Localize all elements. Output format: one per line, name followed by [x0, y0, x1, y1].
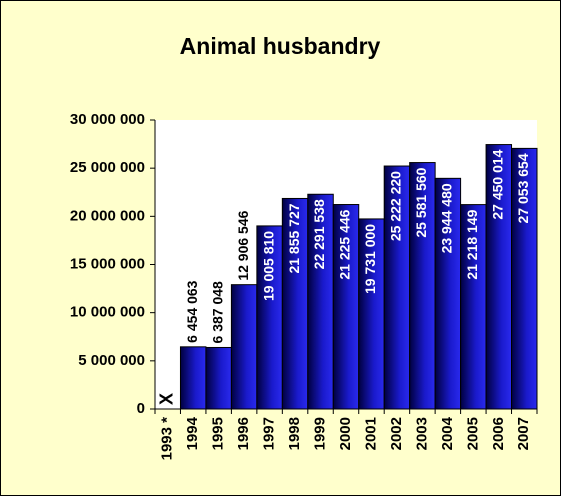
bar — [485, 144, 513, 410]
x-tick-label: 2002 — [388, 417, 405, 450]
x-tick-label: 1999 — [312, 417, 329, 450]
x-tick-label: 2005 — [464, 417, 481, 450]
value-label: 25 581 560 — [413, 167, 429, 237]
y-tick-label: 15 000 000 — [70, 255, 145, 272]
bar — [383, 165, 411, 410]
bar — [358, 218, 385, 410]
bar — [230, 284, 258, 410]
y-tick-label: 10 000 000 — [70, 304, 145, 321]
x-tick-label: 1994 — [184, 416, 201, 450]
value-label: 23 944 480 — [439, 183, 455, 253]
value-label: 21 218 149 — [464, 209, 480, 279]
value-label: 22 291 538 — [311, 199, 327, 269]
chart-title: Animal husbandry — [180, 33, 381, 59]
value-label: 6 454 063 — [184, 280, 200, 342]
value-label: 21 225 446 — [337, 209, 353, 279]
y-tick-label: 5 000 000 — [78, 352, 145, 369]
bar — [179, 346, 207, 410]
value-label: 12 906 546 — [235, 210, 251, 280]
y-tick-label: 30 000 000 — [70, 111, 145, 128]
x-tick-label: 1998 — [286, 417, 303, 450]
x-tick-label: 1997 — [261, 417, 278, 450]
value-label: 27 450 014 — [490, 149, 506, 219]
x-tick-label: 2001 — [362, 417, 379, 450]
bar — [205, 346, 232, 410]
bar — [460, 204, 487, 410]
x-tick-label: 1993 * — [159, 417, 176, 461]
y-tick-label: 0 — [137, 400, 145, 417]
x-tick-label: 2003 — [413, 417, 430, 450]
x-tick-label: 2004 — [439, 416, 456, 450]
bar — [511, 147, 538, 410]
value-label: 19 731 000 — [362, 224, 378, 294]
y-tick-label: 25 000 000 — [70, 159, 145, 176]
x-tick-label: 1995 — [210, 417, 227, 450]
value-label: 19 005 810 — [260, 231, 276, 301]
y-tick-label: 20 000 000 — [70, 207, 145, 224]
x-tick-label: 1996 — [235, 417, 252, 450]
x-tick-label: 2006 — [490, 417, 507, 450]
value-label: 21 855 727 — [286, 203, 302, 273]
bar — [281, 197, 309, 410]
x-tick-label: 2000 — [337, 417, 354, 450]
value-label: 6 387 048 — [209, 281, 225, 343]
value-label: 25 222 220 — [388, 171, 404, 241]
x-tick-label: 2007 — [515, 417, 532, 450]
value-label: X — [156, 393, 176, 405]
bar — [409, 162, 436, 410]
value-label: 27 053 654 — [515, 153, 531, 223]
